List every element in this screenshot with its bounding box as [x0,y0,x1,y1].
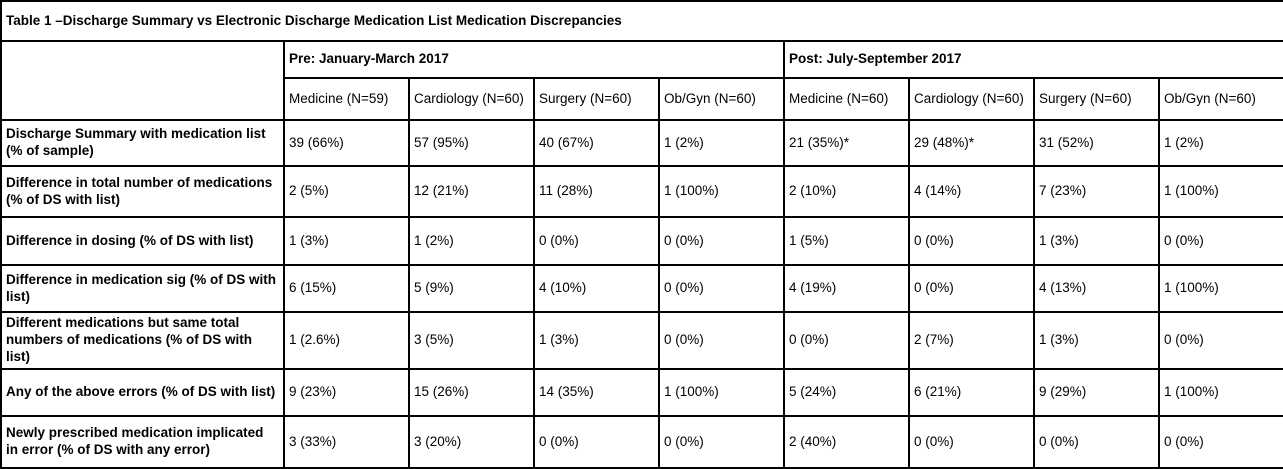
value-cell: 0 (0%) [1157,414,1283,469]
table-title: Table 1 –Discharge Summary vs Electronic… [0,0,1283,42]
group-header-post: Post: July-September 2017 [782,40,1283,79]
row-label: Newly prescribed medication implicated i… [0,414,285,469]
value-cell: 4 (14%) [908,165,1035,219]
table-row: Difference in dosing (% of DS with list)… [0,216,1283,267]
value-cell: 2 (5%) [283,165,410,219]
value-cell: 1 (5%) [783,216,910,267]
value-cell: 5 (24%) [783,367,910,417]
value-cell: 9 (23%) [283,367,410,417]
value-cell: 6 (21%) [908,367,1035,417]
column-header: Ob/Gyn (N=60) [658,77,785,121]
row-label: Different medications but same total num… [0,311,285,370]
value-cell: 2 (7%) [908,311,1035,370]
value-cell: 39 (66%) [283,118,410,168]
row-label: Difference in medication sig (% of DS wi… [0,264,285,314]
value-cell: 0 (0%) [783,311,910,370]
column-header: Medicine (N=60) [783,77,910,121]
value-cell: 9 (29%) [1033,367,1160,417]
value-cell: 1 (3%) [1033,311,1160,370]
value-cell: 0 (0%) [908,264,1035,314]
value-cell: 1 (2%) [408,216,535,267]
value-cell: 5 (9%) [408,264,535,314]
table-row: Difference in total number of medication… [0,165,1283,219]
column-header: Surgery (N=60) [1033,77,1160,121]
value-cell: 4 (19%) [783,264,910,314]
value-cell: 4 (10%) [533,264,660,314]
value-cell: 14 (35%) [533,367,660,417]
period-header-row: Pre: January-March 2017 Post: July-Septe… [0,40,1283,121]
row-label: Difference in dosing (% of DS with list) [0,216,285,267]
value-cell: 12 (21%) [408,165,535,219]
row-label: Discharge Summary with medication list (… [0,118,285,168]
value-cell: 2 (40%) [783,414,910,469]
table-header: Table 1 –Discharge Summary vs Electronic… [0,0,1283,121]
value-cell: 3 (20%) [408,414,535,469]
value-cell: 1 (100%) [1157,367,1283,417]
value-cell: 0 (0%) [658,216,785,267]
table-body: Discharge Summary with medication list (… [0,118,1283,469]
value-cell: 1 (2.6%) [283,311,410,370]
value-cell: 1 (100%) [658,367,785,417]
value-cell: 0 (0%) [908,414,1035,469]
value-cell: 0 (0%) [658,311,785,370]
value-cell: 0 (0%) [1157,216,1283,267]
value-cell: 15 (26%) [408,367,535,417]
table-row: Difference in medication sig (% of DS wi… [0,264,1283,314]
row-label: Any of the above errors (% of DS with li… [0,367,285,417]
value-cell: 0 (0%) [533,216,660,267]
value-cell: 0 (0%) [1033,414,1160,469]
value-cell: 0 (0%) [1157,311,1283,370]
value-cell: 1 (100%) [658,165,785,219]
value-cell: 1 (3%) [283,216,410,267]
value-cell: 57 (95%) [408,118,535,168]
title-row: Table 1 –Discharge Summary vs Electronic… [0,0,1283,42]
value-cell: 0 (0%) [533,414,660,469]
value-cell: 3 (5%) [408,311,535,370]
table-row: Newly prescribed medication implicated i… [0,414,1283,469]
table-row: Discharge Summary with medication list (… [0,118,1283,168]
value-cell: 4 (13%) [1033,264,1160,314]
value-cell: 1 (100%) [1157,165,1283,219]
value-cell: 0 (0%) [908,216,1035,267]
value-cell: 1 (2%) [1157,118,1283,168]
value-cell: 0 (0%) [658,264,785,314]
value-cell: 1 (3%) [1033,216,1160,267]
value-cell: 1 (3%) [533,311,660,370]
value-cell: 11 (28%) [533,165,660,219]
value-cell: 0 (0%) [658,414,785,469]
value-cell: 3 (33%) [283,414,410,469]
column-header: Cardiology (N=60) [908,77,1035,121]
column-header: Ob/Gyn (N=60) [1157,77,1283,121]
value-cell: 2 (10%) [783,165,910,219]
column-header: Cardiology (N=60) [408,77,535,121]
department-header-row: Medicine (N=59) Cardiology (N=60) Surgery … [1,77,1283,121]
value-cell: 21 (35%)* [783,118,910,168]
row-label: Difference in total number of medication… [0,165,285,219]
value-cell: 6 (15%) [283,264,410,314]
column-header: Surgery (N=60) [533,77,660,121]
value-cell: 31 (52%) [1033,118,1160,168]
group-header-pre: Pre: January-March 2017 [283,40,785,79]
table-row: Different medications but same total num… [0,311,1283,370]
value-cell: 1 (2%) [658,118,785,168]
value-cell: 29 (48%)* [908,118,1035,168]
value-cell: 7 (23%) [1033,165,1160,219]
value-cell: 40 (67%) [533,118,660,168]
row-label-header-empty [0,40,285,121]
table-row: Any of the above errors (% of DS with li… [0,367,1283,417]
value-cell: 1 (100%) [1157,264,1283,314]
column-header: Medicine (N=59) [283,77,410,121]
